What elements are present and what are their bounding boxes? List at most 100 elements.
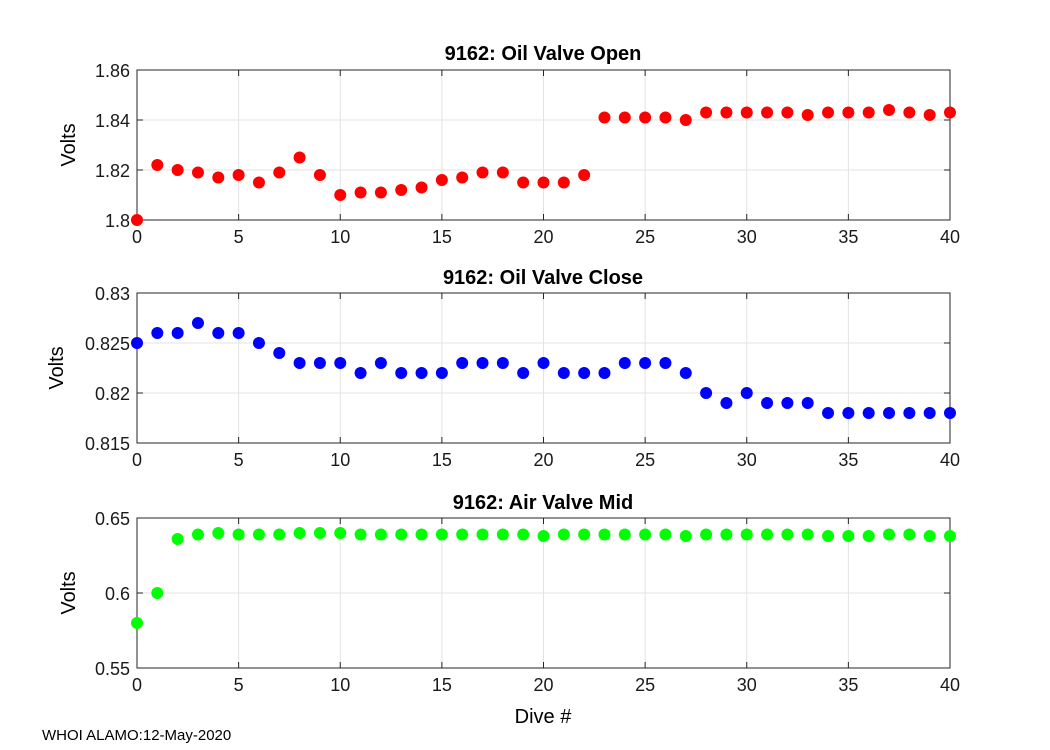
data-point [944,530,956,542]
data-point [883,528,896,541]
data-point [232,327,245,339]
chart-title: 9162: Air Valve Mid [453,492,633,514]
data-point [517,367,530,379]
panel-air-valve-mid: 9162: Air Valve Mid 0 5 10 15 20 25 30 35 40 0.5… [58,492,960,728]
x-tick-label: 15 [432,675,452,695]
data-point [537,530,550,542]
data-point [313,357,326,369]
data-point [212,527,225,539]
data-point [273,347,286,359]
data-point [842,530,855,542]
x-tick-label: 0 [132,675,142,695]
data-point [944,407,956,419]
data-point [781,397,794,409]
panel-oil-valve-close: 9162: Oil Valve Close 0 5 10 15 20 25 30 35 40 0… [46,267,960,470]
data-point [476,357,489,369]
data-point [903,106,916,119]
y-tick-label: 1.8 [105,211,130,231]
data-point [862,407,875,419]
data-point [842,106,855,119]
data-point [537,176,550,189]
x-tick-label: 20 [533,227,553,247]
data-point [334,527,347,539]
data-point [618,111,631,124]
data-point [659,357,672,369]
data-point [578,528,591,541]
data-point [232,528,245,541]
data-point [476,166,489,179]
data-point [313,169,326,181]
x-axis-label: Dive # [515,706,573,728]
x-tick-label: 10 [330,675,350,695]
data-point [517,528,530,541]
data-point [801,528,814,541]
data-point [171,164,184,176]
chart-title: 9162: Oil Valve Close [443,267,643,289]
x-tick-label: 5 [234,227,244,247]
data-point [374,186,387,199]
data-point [781,528,794,541]
y-tick-label: 0.82 [95,384,130,404]
data-point [883,104,896,116]
data-point [374,528,387,541]
data-point [700,387,713,399]
data-point [761,528,774,541]
data-point [415,528,428,541]
data-point [557,528,570,541]
data-point [334,357,347,369]
data-point [395,184,408,196]
y-axis-label: Volts [58,123,80,166]
data-point [354,186,367,199]
y-tick-label: 0.6 [105,584,130,604]
data-point [273,166,286,179]
data-point [639,357,652,369]
data-point [496,166,509,179]
data-point [720,106,733,119]
data-point [679,367,692,379]
x-tick-label: 30 [737,675,757,695]
data-point [557,176,570,189]
data-point [151,327,164,339]
data-point [395,528,408,541]
data-point [395,367,408,379]
data-point [496,357,509,369]
data-point [415,367,428,379]
y-tick-label: 0.83 [95,284,130,304]
data-point [151,587,164,599]
x-tick-label: 5 [234,450,244,470]
data-point [944,106,956,119]
y-tick-label: 1.84 [95,111,130,131]
data-point [618,357,631,369]
data-point [191,166,204,179]
data-point [496,528,509,541]
x-tick-label: 40 [940,450,960,470]
data-point [252,176,265,189]
x-tick-label: 35 [838,450,858,470]
data-point [700,106,713,119]
x-tick-label: 25 [635,675,655,695]
data-point [435,528,448,541]
data-point [171,533,184,545]
data-point [720,397,733,409]
data-point [313,527,326,539]
data-point [822,106,835,119]
y-tick-label: 0.65 [95,509,130,529]
x-tick-label: 35 [838,675,858,695]
data-point [415,181,428,194]
data-point [293,357,306,369]
data-point [801,397,814,409]
data-point [679,530,692,542]
x-tick-label: 40 [940,675,960,695]
data-point [740,387,753,399]
data-point [883,407,896,419]
x-tick-label: 5 [234,675,244,695]
x-tick-label: 20 [533,675,553,695]
data-point [740,106,753,119]
data-point [679,114,692,126]
data-point [903,528,916,541]
data-point [151,159,164,171]
y-tick-label: 0.55 [95,659,130,679]
data-point [842,407,855,419]
data-point [435,367,448,379]
data-point [557,367,570,379]
